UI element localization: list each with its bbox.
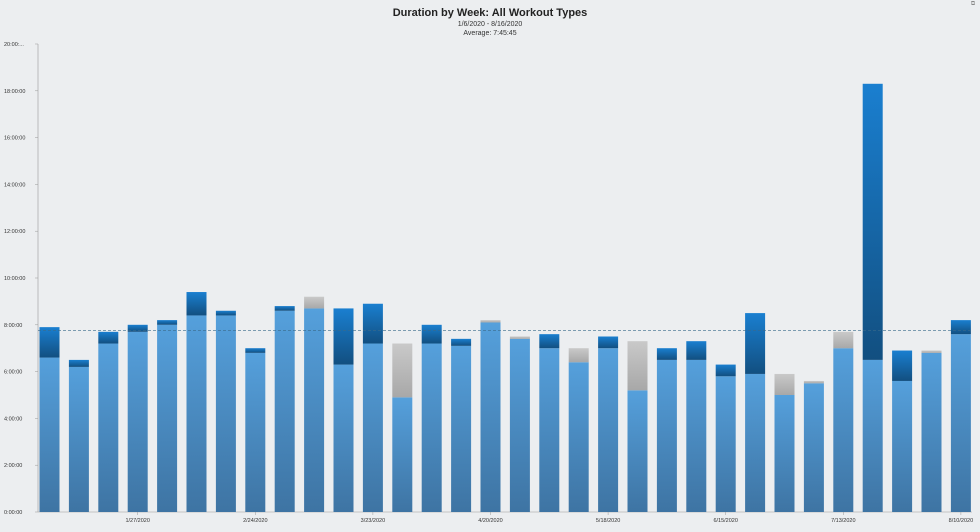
bar-segment[interactable]: [157, 320, 178, 325]
bar-segment[interactable]: [833, 348, 854, 512]
bar-segment[interactable]: [715, 364, 736, 377]
y-tick-label: 4:00:00: [4, 416, 22, 422]
bar-segment[interactable]: [921, 350, 942, 353]
bar-segment[interactable]: [745, 313, 766, 374]
bar-segment[interactable]: [686, 359, 707, 512]
bar-segment[interactable]: [362, 303, 383, 344]
bar-segment[interactable]: [774, 373, 795, 395]
bar-segment[interactable]: [892, 350, 913, 381]
expand-icon[interactable]: ⧉: [970, 1, 976, 7]
bar-segment[interactable]: [215, 310, 236, 316]
bar-segment[interactable]: [598, 348, 619, 512]
bar-segment[interactable]: [127, 324, 148, 332]
bar-segment[interactable]: [304, 296, 325, 309]
bar-segment[interactable]: [509, 336, 530, 339]
x-tick-label: 8/10/2020: [949, 518, 973, 524]
bar-segment[interactable]: [686, 341, 707, 360]
bar-segment[interactable]: [274, 306, 295, 311]
bar-segment[interactable]: [333, 364, 354, 512]
bar-segment[interactable]: [627, 390, 648, 512]
bar-segment[interactable]: [774, 395, 795, 512]
bar-segment[interactable]: [715, 376, 736, 512]
bar-segment[interactable]: [568, 362, 589, 512]
bar-segment[interactable]: [862, 83, 883, 360]
bar-segment[interactable]: [480, 322, 501, 512]
bar-segment[interactable]: [392, 343, 413, 398]
bar-segment[interactable]: [274, 310, 295, 512]
bar-segment[interactable]: [98, 331, 119, 344]
bar-segment[interactable]: [892, 380, 913, 512]
y-tick-label: 0:00:00: [4, 510, 22, 516]
y-tick-label: 20:00:...: [4, 42, 24, 48]
bar-segment[interactable]: [745, 373, 766, 512]
bar-segment[interactable]: [921, 352, 942, 512]
bar-segment[interactable]: [98, 343, 119, 512]
bar-segment[interactable]: [392, 397, 413, 512]
x-tick-label: 6/15/2020: [713, 518, 737, 524]
bar-segment[interactable]: [568, 348, 589, 363]
bar-segment[interactable]: [186, 315, 207, 512]
bar-segment[interactable]: [451, 338, 472, 346]
bar-segment[interactable]: [39, 327, 60, 358]
y-tick-label: 12:00:00: [4, 229, 25, 235]
x-tick-label: 2/24/2020: [243, 518, 267, 524]
chart-title: Duration by Week: All Workout Types: [392, 7, 588, 19]
x-tick-label: 1/27/2020: [125, 518, 149, 524]
x-tick-label: 7/13/2020: [831, 518, 855, 524]
bar-segment[interactable]: [539, 348, 560, 512]
bar-segment[interactable]: [627, 341, 648, 391]
bar-segment[interactable]: [803, 380, 824, 384]
bar-segment[interactable]: [833, 331, 854, 349]
bar-segment[interactable]: [862, 359, 883, 512]
bar-segment[interactable]: [362, 343, 383, 512]
y-tick-label: 14:00:00: [4, 182, 25, 188]
bar-segment[interactable]: [480, 320, 501, 323]
chart-average-label: Average: 7:45:45: [463, 30, 517, 37]
bar-segment[interactable]: [950, 320, 971, 335]
bar-segment[interactable]: [68, 359, 89, 367]
bar-segment[interactable]: [333, 308, 354, 365]
bar-segment[interactable]: [127, 331, 148, 512]
bar-segment[interactable]: [509, 338, 530, 512]
bar-segment[interactable]: [803, 383, 824, 512]
bar-segment[interactable]: [656, 359, 677, 512]
y-tick-label: 16:00:00: [4, 136, 25, 142]
y-tick-label: 2:00:00: [4, 463, 22, 469]
bar-segment[interactable]: [245, 352, 266, 512]
y-tick-label: 10:00:00: [4, 276, 25, 282]
bar-segment[interactable]: [539, 334, 560, 349]
bar-segment[interactable]: [245, 348, 266, 353]
bar-segment[interactable]: [598, 336, 619, 349]
x-tick-label: 5/18/2020: [596, 518, 620, 524]
x-tick-label: 4/20/2020: [478, 518, 502, 524]
bar-segment[interactable]: [451, 345, 472, 512]
y-tick-label: 8:00:00: [4, 323, 22, 329]
y-tick-label: 18:00:00: [4, 89, 25, 95]
bar-segment[interactable]: [68, 366, 89, 512]
bar-segment[interactable]: [421, 343, 442, 512]
bar-segment[interactable]: [304, 308, 325, 512]
bar-segment[interactable]: [421, 324, 442, 344]
bar-segment[interactable]: [950, 334, 971, 512]
y-tick-label: 6:00:00: [4, 370, 22, 376]
bar-segment[interactable]: [186, 292, 207, 316]
bar-segment[interactable]: [39, 357, 60, 512]
bar-segment[interactable]: [157, 324, 178, 512]
bar-segment[interactable]: [656, 348, 677, 360]
chart-date-range: 1/6/2020 - 8/16/2020: [457, 21, 523, 28]
x-tick-label: 3/23/2020: [361, 518, 385, 524]
bar-segment[interactable]: [215, 315, 236, 512]
